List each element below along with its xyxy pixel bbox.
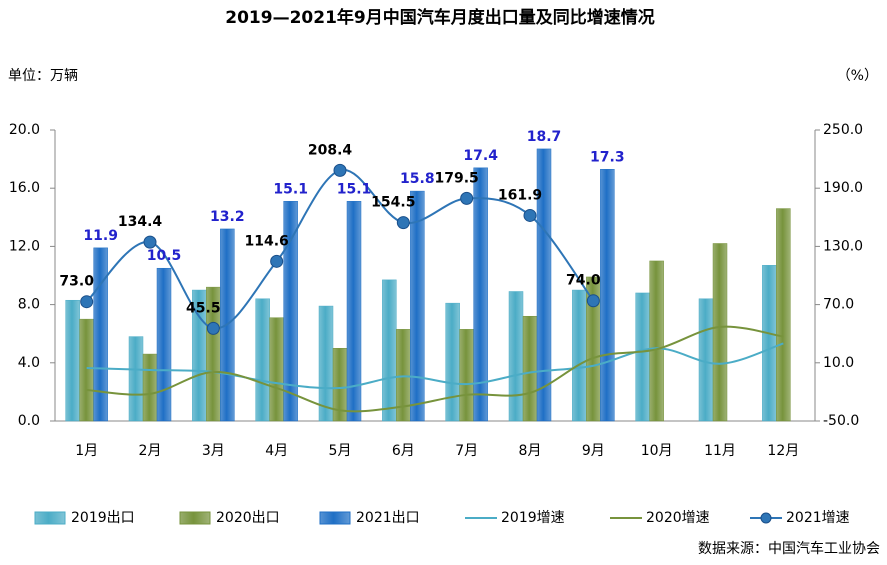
bar-value-label: 15.1	[337, 181, 372, 197]
x-tick-label: 9月	[582, 443, 605, 459]
legend-marker	[760, 512, 772, 524]
y2-tick-label: 10.0	[823, 355, 854, 371]
bar	[536, 148, 552, 422]
legend-label: 2020出口	[216, 510, 280, 526]
bar	[318, 305, 334, 422]
bar	[79, 318, 94, 422]
bar-value-label: 13.2	[210, 209, 245, 225]
x-tick-label: 11月	[704, 443, 736, 459]
bar	[410, 190, 425, 422]
bar-value-label: 15.1	[273, 181, 308, 197]
y2-tick-label: 190.0	[823, 180, 863, 196]
bar	[473, 167, 488, 422]
legend-swatch	[34, 511, 66, 525]
bar-value-label: 15.8	[400, 171, 435, 187]
bar	[269, 317, 284, 422]
line-value-label: 74.0	[566, 273, 601, 289]
y-tick-label: 4.0	[18, 355, 40, 371]
bar	[445, 302, 460, 422]
line-marker	[396, 216, 410, 230]
line-marker	[586, 294, 600, 308]
x-tick-label: 10月	[641, 443, 673, 459]
y-tick-label: 16.0	[9, 180, 40, 196]
legend-label: 2021增速	[786, 510, 850, 526]
line-value-label: 179.5	[435, 170, 479, 186]
bar	[508, 291, 524, 422]
y2-tick-label: 250.0	[823, 122, 863, 138]
line-marker	[333, 163, 347, 177]
legend-label: 2019增速	[501, 510, 565, 526]
line-value-label: 208.4	[308, 142, 353, 158]
x-tick-label: 7月	[455, 443, 478, 459]
line	[86, 325, 784, 413]
line-marker	[460, 191, 474, 205]
bar-value-label: 18.7	[527, 129, 562, 145]
bar	[142, 353, 158, 422]
line-value-label: 154.5	[371, 195, 415, 211]
bar	[635, 292, 650, 422]
line-marker	[523, 208, 537, 222]
bar-value-label: 10.5	[147, 248, 182, 264]
y-tick-label: 20.0	[9, 122, 40, 138]
legend-label: 2021出口	[356, 510, 420, 526]
y-tick-label: 12.0	[9, 238, 40, 254]
y-tick-label: 0.0	[18, 413, 40, 429]
bar	[762, 265, 777, 422]
bar-value-label: 17.3	[590, 149, 625, 165]
x-tick-label: 12月	[767, 443, 799, 459]
bar	[572, 289, 587, 422]
bar	[346, 201, 362, 422]
bar	[522, 315, 538, 422]
x-tick-label: 3月	[202, 443, 225, 459]
bar	[128, 336, 144, 422]
x-tick-label: 5月	[329, 443, 352, 459]
x-tick-label: 6月	[392, 443, 415, 459]
y-tick-label: 8.0	[18, 297, 40, 313]
bar	[156, 267, 172, 422]
y2-tick-label: -50.0	[823, 413, 859, 429]
source: 数据来源：中国汽车工业协会	[698, 540, 880, 557]
x-tick-label: 1月	[75, 443, 98, 459]
line	[86, 342, 784, 390]
y2-axis-label: （%）	[837, 68, 878, 84]
bar	[459, 329, 474, 422]
line-value-label: 114.6	[245, 233, 289, 249]
bar	[65, 299, 80, 422]
line-marker	[80, 295, 94, 309]
line-value-label: 161.9	[498, 187, 542, 203]
x-tick-label: 4月	[265, 443, 288, 459]
legend-swatch	[179, 511, 211, 525]
x-tick-label: 2月	[139, 443, 162, 459]
y-axis-label: 单位：万辆	[8, 68, 78, 84]
bar-value-label: 17.4	[463, 148, 498, 164]
legend-label: 2020增速	[646, 510, 710, 526]
y2-tick-label: 70.0	[823, 297, 854, 313]
bar	[255, 298, 270, 422]
line-value-label: 45.5	[186, 300, 221, 316]
bar	[93, 247, 108, 422]
bar	[283, 201, 298, 422]
x-tick-label: 8月	[519, 443, 542, 459]
legend-label: 2019出口	[71, 510, 135, 526]
line-marker	[143, 235, 157, 249]
bar	[382, 279, 397, 422]
bar	[600, 169, 615, 422]
y2-tick-label: 130.0	[823, 238, 863, 254]
bar	[776, 208, 791, 422]
line-value-label: 73.0	[59, 274, 94, 290]
line-marker	[270, 254, 284, 268]
bar-value-label: 11.9	[83, 228, 118, 244]
bar	[712, 243, 728, 422]
legend-swatch	[319, 511, 351, 525]
chart-title: 2019—2021年9月中国汽车月度出口量及同比增速情况	[225, 7, 654, 28]
line-value-label: 134.4	[118, 214, 163, 230]
bar	[649, 260, 664, 422]
line-marker	[206, 321, 220, 335]
